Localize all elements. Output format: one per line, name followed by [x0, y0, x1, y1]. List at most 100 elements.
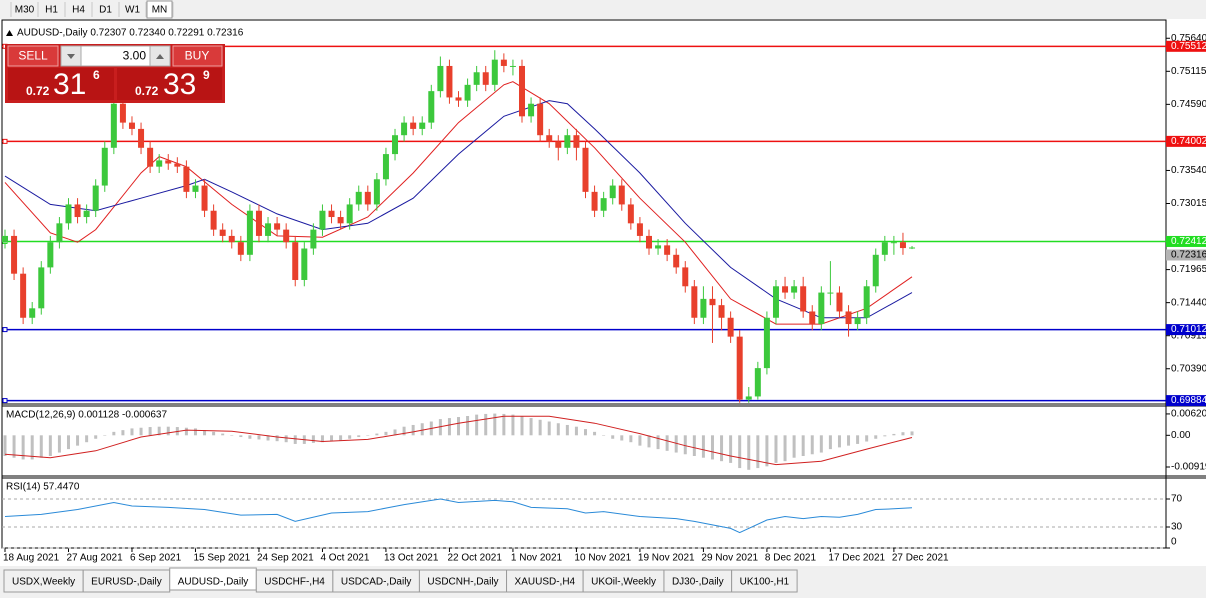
macd-bar [203, 430, 207, 436]
macd-bar [475, 414, 479, 436]
tab[interactable] [731, 569, 798, 593]
candle-body [700, 298, 707, 318]
candle-body [564, 135, 571, 148]
macd-bar [166, 426, 170, 436]
tab-label[interactable]: USDX,Weekly [12, 577, 75, 588]
x-tick-label: 13 Oct 2021 [384, 553, 439, 564]
toolbar-button[interactable]: M30 [15, 5, 35, 16]
macd-bar [148, 427, 152, 436]
macd-bar [774, 435, 778, 463]
candle-body [772, 286, 779, 318]
bid-box[interactable] [8, 68, 114, 100]
buy-label[interactable]: BUY [185, 49, 210, 63]
macd-bar [874, 435, 878, 439]
x-tick-label: 29 Nov 2021 [701, 553, 758, 564]
tab-label[interactable]: XAUUSD-,H4 [515, 577, 576, 588]
candle-body [555, 141, 562, 148]
macd-bar [529, 418, 533, 436]
candle-body [192, 185, 199, 192]
y-tick-label: 30 [1171, 522, 1183, 533]
level-label-box [1166, 40, 1206, 52]
macd-bar [602, 435, 606, 436]
tab-label[interactable]: USDCNH-,Daily [427, 577, 498, 588]
macd-bar [629, 435, 633, 443]
macd-bar [402, 426, 406, 436]
tab-label[interactable]: UK100-,H1 [740, 577, 790, 588]
candle-body [301, 248, 308, 280]
tab-label[interactable]: DJ30-,Daily [672, 577, 724, 588]
candle-body [782, 286, 789, 293]
macd-bar [865, 435, 869, 442]
candle-body [546, 135, 553, 142]
tab-label[interactable]: UKOil-,Weekly [591, 577, 656, 588]
toolbar-button[interactable]: H4 [72, 5, 85, 16]
candle-body [519, 65, 526, 117]
candle-body [500, 59, 507, 66]
candle-body [373, 179, 380, 205]
candle-body [763, 317, 770, 369]
candle-body [319, 210, 326, 230]
macd-bar [157, 426, 161, 436]
ask-box[interactable] [117, 68, 222, 100]
candle-body [845, 311, 852, 325]
x-tick-label: 10 Nov 2021 [574, 553, 631, 564]
candle-body [165, 160, 172, 164]
candle-body [65, 204, 72, 224]
macd-bar [910, 431, 914, 436]
sell-label[interactable]: SELL [18, 49, 48, 63]
macd-bar [810, 435, 814, 455]
candle-body [727, 317, 734, 337]
level-handle [2, 398, 8, 404]
macd-bar [330, 435, 334, 442]
macd-bar [293, 435, 297, 444]
macd-bar [184, 427, 188, 436]
y-tick-label: 70 [1171, 494, 1183, 505]
x-tick-label: 15 Sep 2021 [193, 553, 250, 564]
macd-bar [411, 424, 415, 436]
tab-label[interactable]: AUDUSD-,Daily [178, 577, 249, 588]
candle-body [346, 204, 353, 224]
arrow-icon [67, 54, 75, 59]
toolbar-button[interactable]: W1 [125, 5, 140, 16]
macd-bar [837, 435, 841, 448]
macd-bar [12, 435, 16, 458]
tab-label[interactable]: USDCHF-,H4 [264, 577, 325, 588]
tab-label[interactable]: EURUSD-,Daily [91, 577, 162, 588]
sell-button[interactable] [7, 45, 59, 67]
macd-bar [438, 419, 442, 436]
y-tick-label: 0.00 [1171, 430, 1191, 441]
macd-bar [139, 427, 143, 436]
candle-body [382, 154, 389, 180]
candle-body [709, 298, 716, 306]
macd-bar [384, 431, 388, 436]
toolbar-button[interactable]: D1 [99, 5, 112, 16]
y-tick-label: 0.71965 [1171, 264, 1206, 275]
candle-body [827, 292, 834, 294]
macd-bar [683, 435, 687, 455]
macd-bar [393, 429, 397, 436]
macd-bar [284, 435, 288, 443]
price-label: 0.72316 [1171, 250, 1206, 261]
candle-body [528, 103, 535, 117]
candle-body [509, 65, 516, 67]
toolbar-button-active[interactable] [146, 0, 173, 19]
bid-small: 6 [93, 68, 100, 82]
y-tick-label: 0.006201 [1171, 409, 1206, 420]
tab-label[interactable]: USDCAD-,Daily [341, 577, 412, 588]
candle-body [283, 229, 290, 243]
macd-bar [611, 435, 615, 439]
toolbar-button[interactable]: MN [152, 5, 168, 16]
candle-body [809, 311, 816, 325]
toolbar-button[interactable]: H1 [45, 5, 58, 16]
buy-button[interactable] [172, 45, 223, 67]
candle-body [47, 242, 54, 268]
level-label-box [1166, 235, 1206, 247]
candle-body [74, 204, 81, 218]
y-tick-label: 0 [1171, 537, 1177, 548]
candle-body [210, 210, 217, 230]
y-tick-label: 0.73540 [1171, 165, 1206, 176]
candle-body [636, 223, 643, 236]
macd-bar [565, 424, 569, 436]
macd-bar [48, 435, 52, 456]
macd-bar [656, 435, 660, 450]
